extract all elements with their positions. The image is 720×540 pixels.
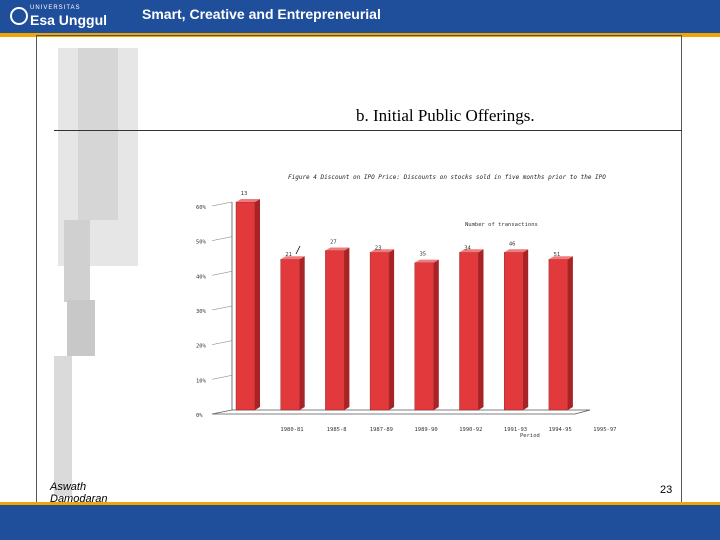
y-gridline (211, 375, 233, 380)
bar-side (299, 256, 305, 410)
author-last-name: Damodaran (50, 493, 108, 505)
y-gridline (211, 409, 233, 415)
x-tick-label: 1990-92 (459, 427, 482, 433)
bar (414, 259, 439, 411)
bar-top (459, 249, 484, 253)
x-tick-label: 1995-97 (593, 427, 616, 433)
bar-side (344, 247, 350, 410)
bar (325, 247, 350, 411)
y-tick-label: 30% (196, 309, 207, 315)
transaction-count-label: 35 (419, 252, 426, 258)
x-tick-label: 1987-89 (370, 427, 393, 433)
chart-axes (211, 202, 591, 415)
bar-front (414, 262, 434, 411)
annotation-arrow (295, 245, 301, 255)
bar-side (433, 259, 439, 410)
slide-title: b. Initial Public Offerings. (356, 106, 535, 125)
bar-front (235, 201, 256, 411)
x-tick-label: 1985-8 (327, 427, 347, 433)
transaction-count-label: 46 (509, 241, 516, 247)
floor-right (574, 409, 591, 415)
logo-name: Esa Unggul (30, 12, 108, 28)
tagline: Smart, Creative and Entrepreneurial (142, 6, 381, 22)
chart-title: Figure 4 Discount on IPO Price: Discount… (288, 174, 606, 181)
logo-icon (10, 7, 28, 25)
logo-small-text: UNIVERSITAS (30, 5, 81, 11)
bar (235, 199, 260, 411)
transaction-count-label: 13 (241, 191, 248, 197)
x-axis-label: Period (520, 433, 540, 439)
bar-front (280, 259, 300, 411)
decorative-strip (67, 300, 95, 356)
transaction-count-label: 51 (554, 252, 561, 258)
decorative-strip (64, 220, 90, 302)
bar (459, 249, 484, 411)
bar-side (255, 199, 260, 410)
bar-front (325, 250, 345, 411)
bar-front (504, 252, 524, 411)
bar-front (459, 252, 479, 411)
bar-front (369, 252, 390, 411)
y-gridline (211, 305, 233, 311)
y-tick-label: 60% (196, 205, 207, 211)
decorative-strip (78, 48, 118, 220)
transaction-count-label: 23 (375, 245, 382, 251)
header-bar: UNIVERSITAS Esa Unggul Smart, Creative a… (0, 0, 720, 33)
transaction-count-label: 27 (330, 240, 337, 246)
bar-side (567, 256, 573, 410)
bar-top (370, 249, 395, 253)
y-tick-label: 40% (196, 274, 207, 280)
bar-top (280, 256, 305, 260)
bar-top (548, 256, 573, 260)
y-gridline (211, 201, 233, 207)
decorative-strip (54, 356, 72, 496)
bar (548, 256, 573, 411)
bars (235, 199, 573, 411)
transaction-labels: 13 21 27 23 35 34 46 51 (241, 191, 561, 258)
bar-front (548, 259, 569, 411)
chart-annotation: Number of transactions (465, 222, 538, 228)
transaction-count-label: 34 (464, 245, 471, 251)
bar-side (389, 249, 395, 410)
logo: UNIVERSITAS Esa Unggul (6, 4, 126, 30)
bar-side (523, 249, 529, 410)
bar (504, 249, 529, 411)
author: Aswath Damodaran (50, 481, 107, 505)
x-tick-label: 1989-90 (415, 427, 438, 433)
footer-bar (0, 505, 720, 540)
bar (280, 256, 305, 411)
author-first-name: Aswath (50, 481, 87, 493)
bar-top (325, 247, 350, 251)
bar-top (236, 199, 260, 202)
x-tick-label: 1994-95 (549, 427, 572, 433)
x-tick-labels: 1980-81 1985-8 1987-89 1989-90 1990-92 1991-9… (280, 427, 616, 433)
x-tick-label: 1980-81 (280, 427, 303, 433)
x-tick-label: 1991-93 (504, 427, 527, 433)
transaction-count-label: 21 (285, 252, 292, 258)
bar (369, 249, 395, 411)
footer-accent-line (0, 502, 720, 505)
title-underline (54, 130, 682, 131)
page-number: 23 (660, 484, 673, 496)
y-tick-label: 10% (196, 378, 207, 384)
y-ticks: 0% 10% 20% 30% 40% 50% 60% (196, 201, 233, 419)
y-gridline (211, 236, 233, 241)
bar-top (414, 259, 439, 263)
y-gridline (211, 340, 233, 345)
y-tick-label: 0% (196, 413, 203, 419)
bar-top (504, 249, 529, 253)
y-tick-label: 20% (196, 344, 207, 350)
y-tick-label: 50% (196, 240, 207, 246)
bar-side (478, 249, 484, 410)
y-gridline (211, 271, 233, 276)
